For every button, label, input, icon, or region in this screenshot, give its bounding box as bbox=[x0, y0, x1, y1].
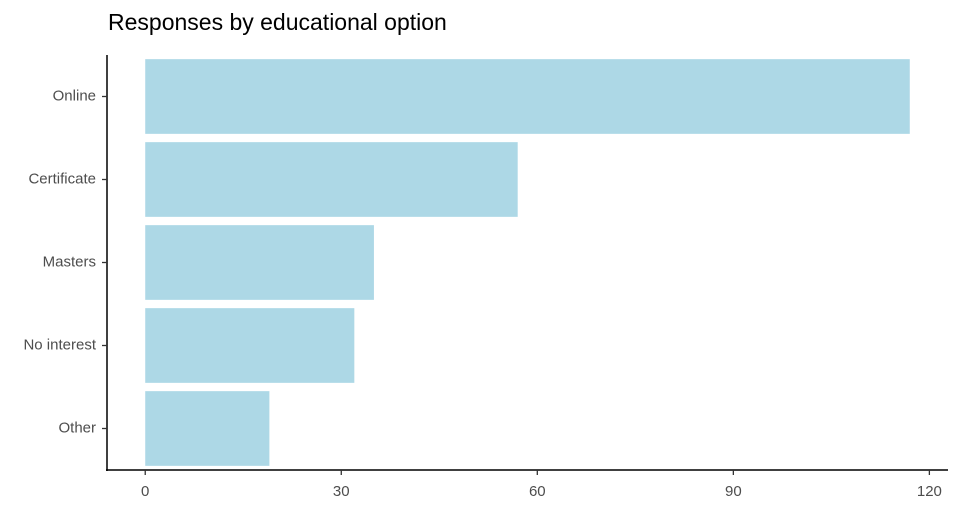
y-tick-label: Masters bbox=[43, 253, 96, 270]
chart-title: Responses by educational option bbox=[108, 9, 447, 35]
y-tick-label: Online bbox=[53, 87, 96, 104]
bar bbox=[145, 225, 374, 300]
x-tick-label: 0 bbox=[141, 483, 149, 500]
bar bbox=[145, 391, 270, 466]
bar bbox=[145, 308, 355, 383]
bar bbox=[145, 59, 910, 134]
x-tick-label: 90 bbox=[725, 483, 742, 500]
y-tick-label: Other bbox=[58, 419, 96, 436]
x-tick-label: 120 bbox=[917, 483, 942, 500]
bar bbox=[145, 142, 518, 217]
x-tick-label: 30 bbox=[333, 483, 350, 500]
x-tick-label: 60 bbox=[529, 483, 546, 500]
y-tick-label: Certificate bbox=[28, 170, 96, 187]
y-tick-label: No interest bbox=[23, 336, 96, 353]
